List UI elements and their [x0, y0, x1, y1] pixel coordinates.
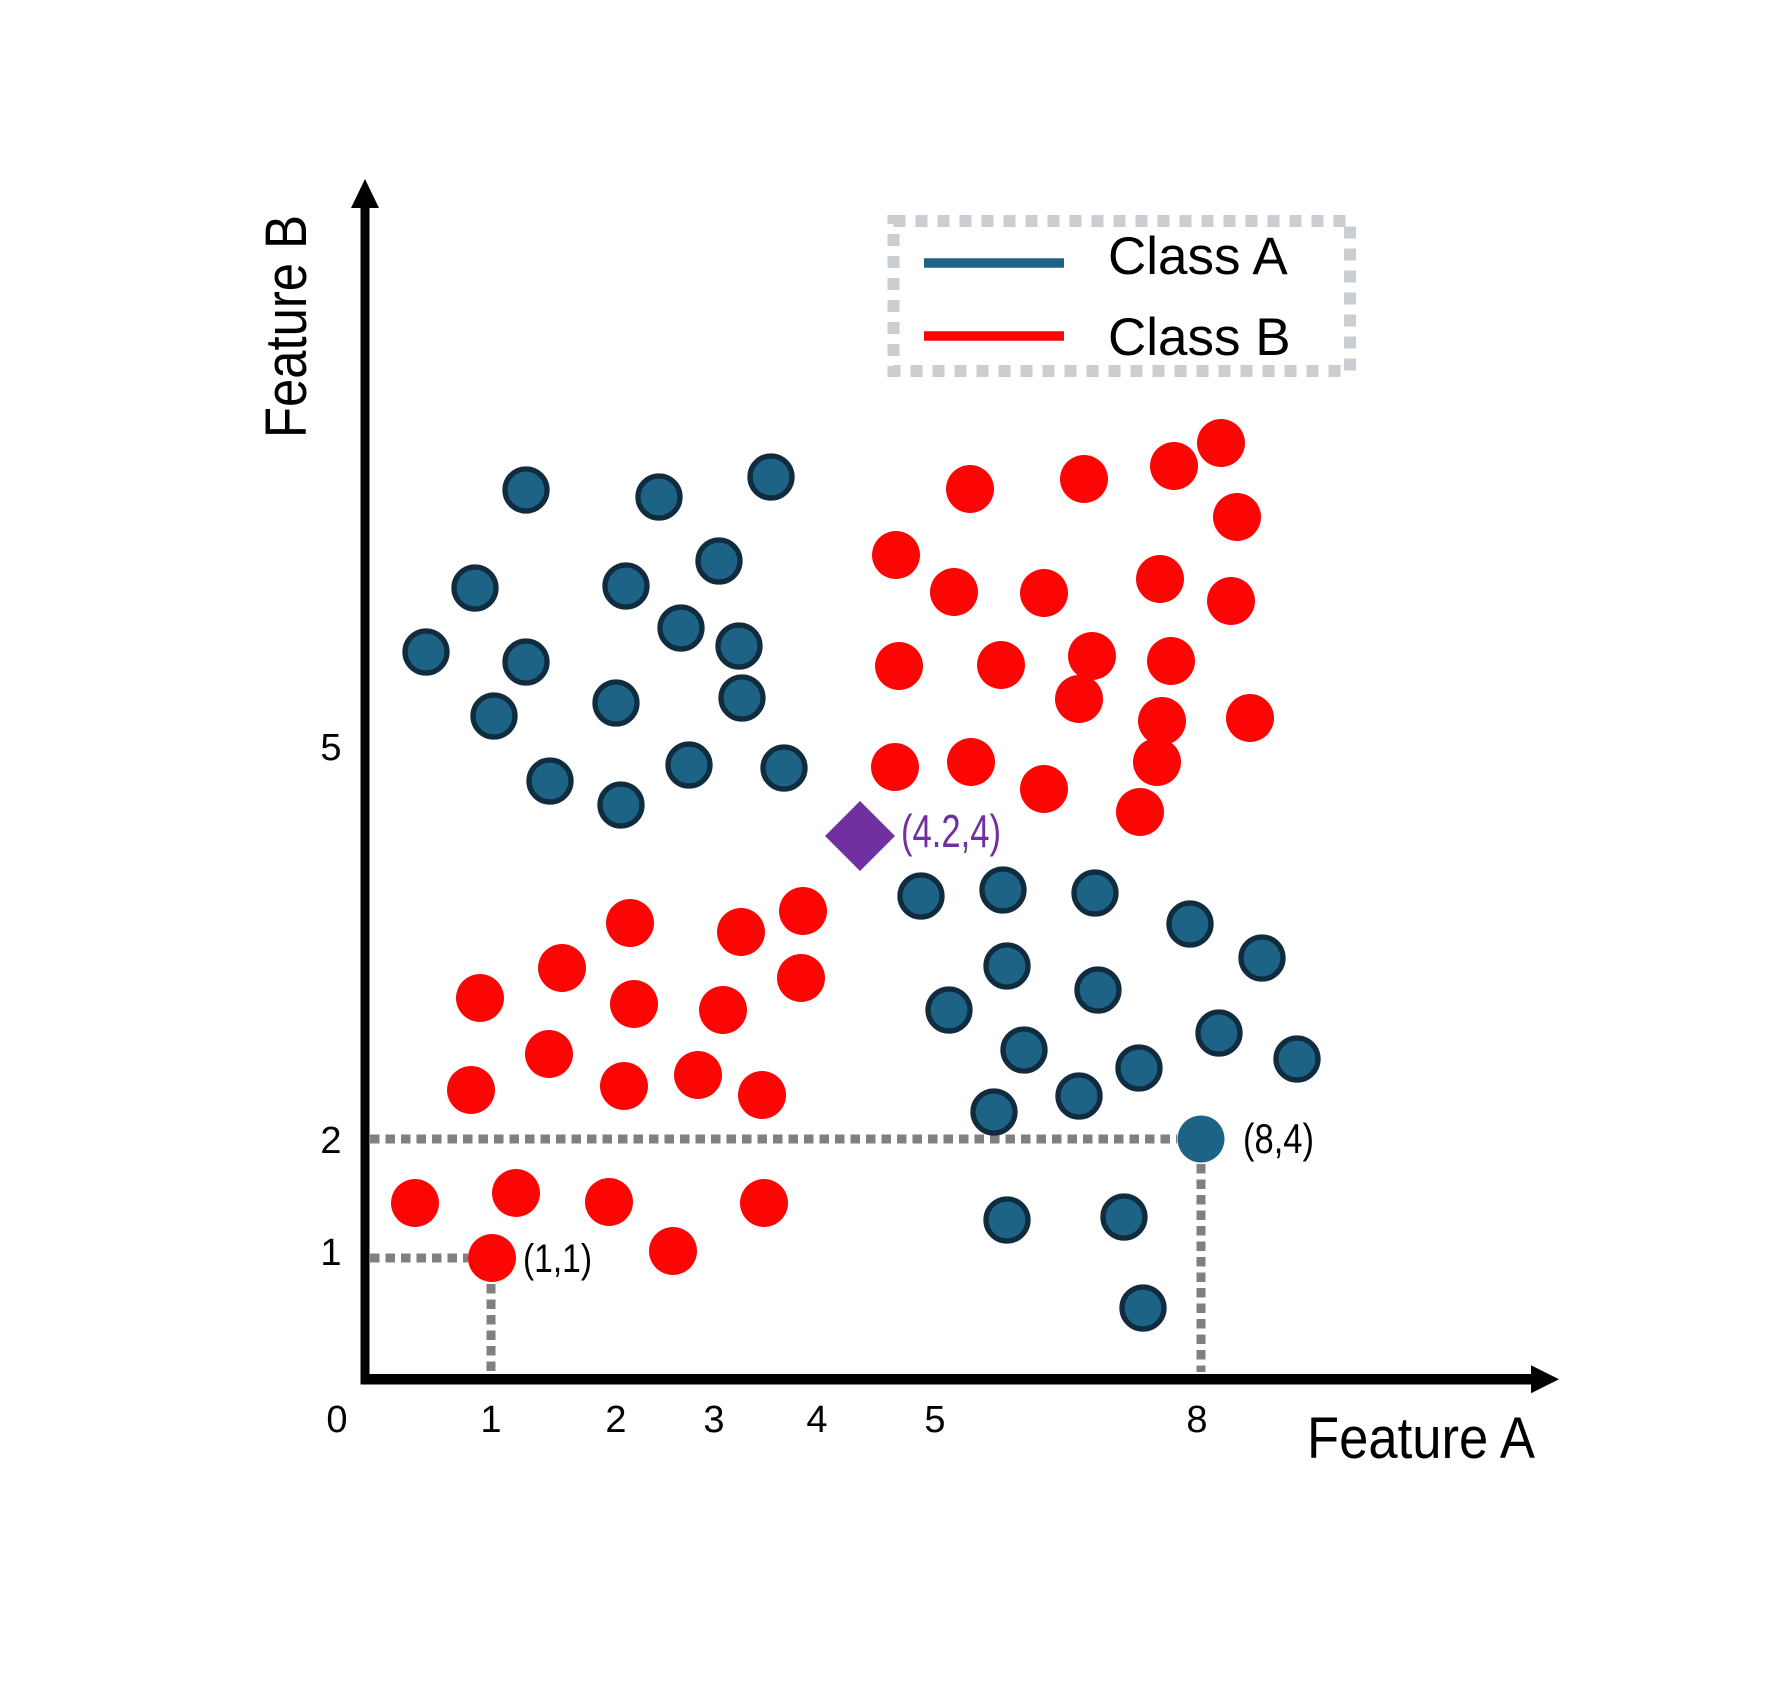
svg-text:(1,1): (1,1): [523, 1237, 592, 1281]
svg-text:3: 3: [703, 1399, 724, 1441]
svg-text:Class B: Class B: [1108, 308, 1291, 367]
svg-text:(8,4): (8,4): [1243, 1115, 1314, 1162]
svg-text:2: 2: [605, 1399, 626, 1441]
svg-text:Feature B: Feature B: [254, 215, 319, 438]
svg-text:4: 4: [806, 1399, 827, 1441]
svg-text:8: 8: [1186, 1399, 1207, 1441]
svg-text:2: 2: [320, 1120, 341, 1162]
svg-text:Feature A: Feature A: [1307, 1406, 1535, 1471]
svg-text:(4.2,4): (4.2,4): [901, 805, 1001, 857]
svg-text:5: 5: [924, 1399, 945, 1441]
svg-text:1: 1: [480, 1399, 501, 1441]
svg-text:5: 5: [320, 727, 341, 769]
svg-text:0: 0: [326, 1399, 347, 1441]
svg-text:1: 1: [320, 1232, 341, 1274]
svg-text:Class A: Class A: [1108, 227, 1288, 286]
